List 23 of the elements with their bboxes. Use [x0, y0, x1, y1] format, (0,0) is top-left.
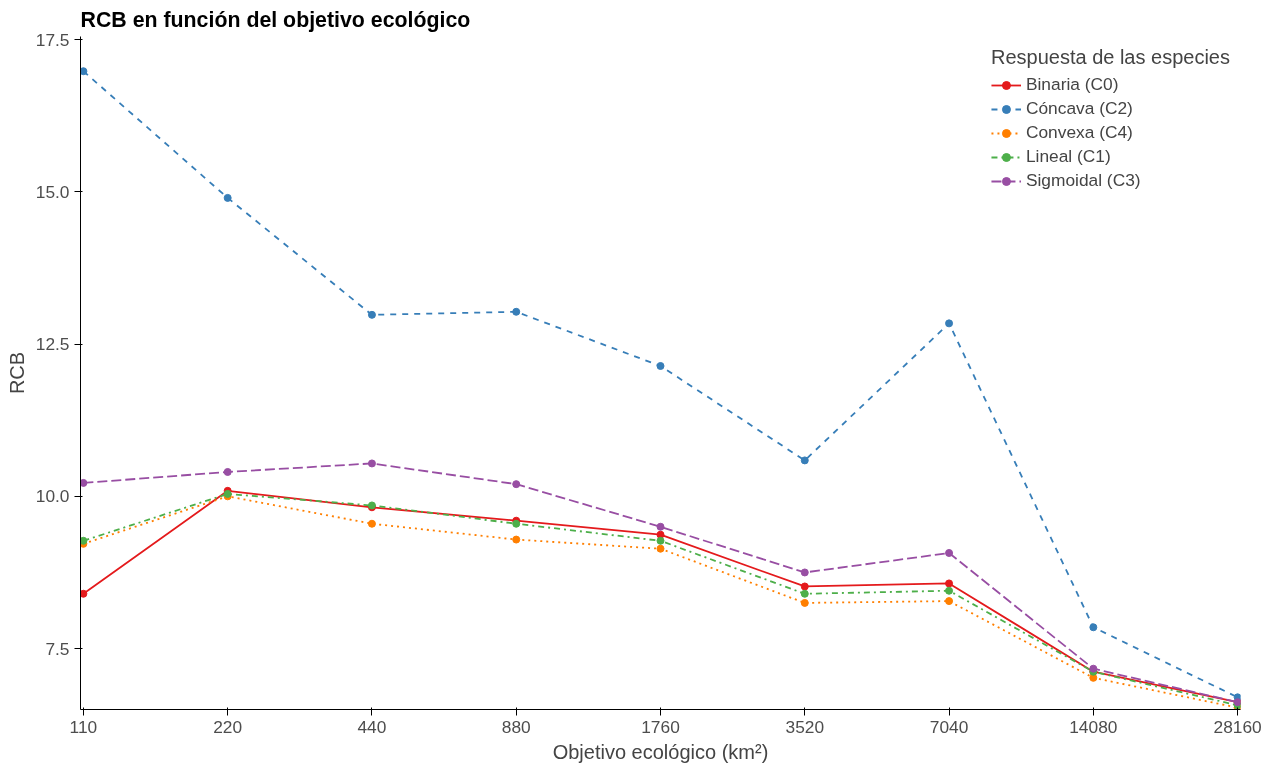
- x-tick-label: 1760: [641, 716, 680, 737]
- legend-label: Binaria (C0): [1025, 74, 1119, 95]
- y-axis-title: RCB: [5, 351, 28, 395]
- legend-label: Convexa (C4): [1025, 122, 1133, 143]
- x-tick-label: 3520: [785, 716, 825, 737]
- x-tick-label: 110: [69, 716, 98, 737]
- y-tick-label: 15.0: [35, 181, 70, 202]
- x-tick-label: 28160: [1213, 716, 1262, 737]
- x-tick-label: 440: [357, 716, 387, 737]
- x-tick-label: 880: [501, 716, 531, 737]
- y-tick-label: 7.5: [45, 638, 70, 659]
- x-tick-label: 220: [213, 716, 243, 737]
- y-tick-label: 10.0: [35, 486, 70, 507]
- x-tick-label: 7040: [929, 716, 969, 737]
- chart-title: RCB en función del objetivo ecológico: [80, 7, 471, 32]
- legend-label: Sigmoidal (C3): [1025, 170, 1141, 191]
- y-tick-label: 12.5: [35, 334, 70, 355]
- x-tick-label: 14080: [1069, 716, 1118, 737]
- x-axis-title: Objetivo ecológico (km²): [552, 740, 769, 763]
- legend-label: Cóncava (C2): [1025, 98, 1133, 119]
- legend-label: Lineal (C1): [1025, 146, 1111, 167]
- legend-title: Respuesta de las especies: [990, 46, 1230, 69]
- y-tick-label: 17.5: [35, 29, 70, 50]
